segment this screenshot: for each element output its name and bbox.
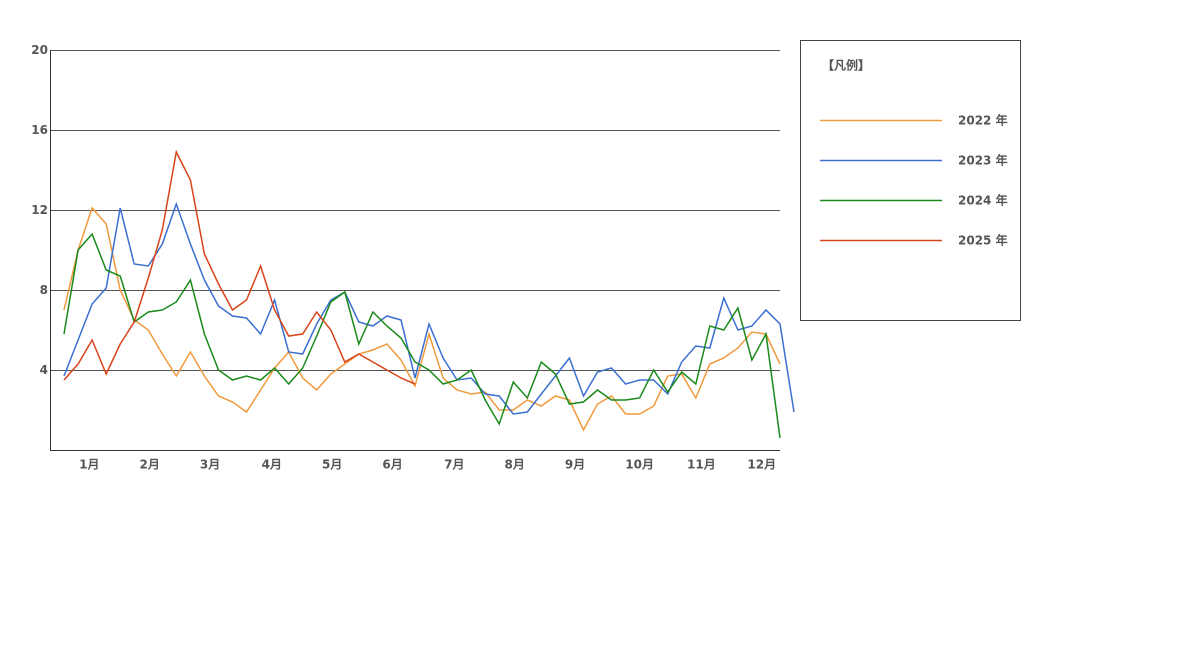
x-tick-label: 12月 <box>747 458 776 472</box>
y-tick-label: 20 <box>31 43 48 57</box>
x-tick-label: 2月 <box>139 458 159 472</box>
x-tick-label: 6月 <box>382 458 402 472</box>
legend-title: 【凡例】 <box>822 58 870 73</box>
legend-box <box>800 40 1021 321</box>
legend-label: 2022 年 <box>958 113 1008 128</box>
series-line <box>63 201 795 415</box>
series-line <box>63 206 781 432</box>
x-tick-label: 5月 <box>322 458 342 472</box>
y-tick-label: 8 <box>40 283 48 297</box>
legend-label: 2023 年 <box>958 153 1008 168</box>
y-tick-label: 16 <box>31 123 48 137</box>
y-tick-label: 12 <box>31 203 48 217</box>
legend-label: 2025 年 <box>958 233 1008 248</box>
series-line <box>63 149 416 385</box>
series-line <box>63 232 781 439</box>
x-tick-label: 7月 <box>444 458 464 472</box>
x-tick-label: 9月 <box>565 458 585 472</box>
x-tick-label: 3月 <box>200 458 220 472</box>
legend-label: 2024 年 <box>958 193 1008 208</box>
y-tick-label: 4 <box>40 363 48 377</box>
x-tick-label: 10月 <box>625 458 654 472</box>
x-tick-label: 1月 <box>79 458 99 472</box>
x-tick-label: 11月 <box>687 458 716 472</box>
x-tick-label: 8月 <box>504 458 524 472</box>
x-tick-label: 4月 <box>262 458 282 472</box>
